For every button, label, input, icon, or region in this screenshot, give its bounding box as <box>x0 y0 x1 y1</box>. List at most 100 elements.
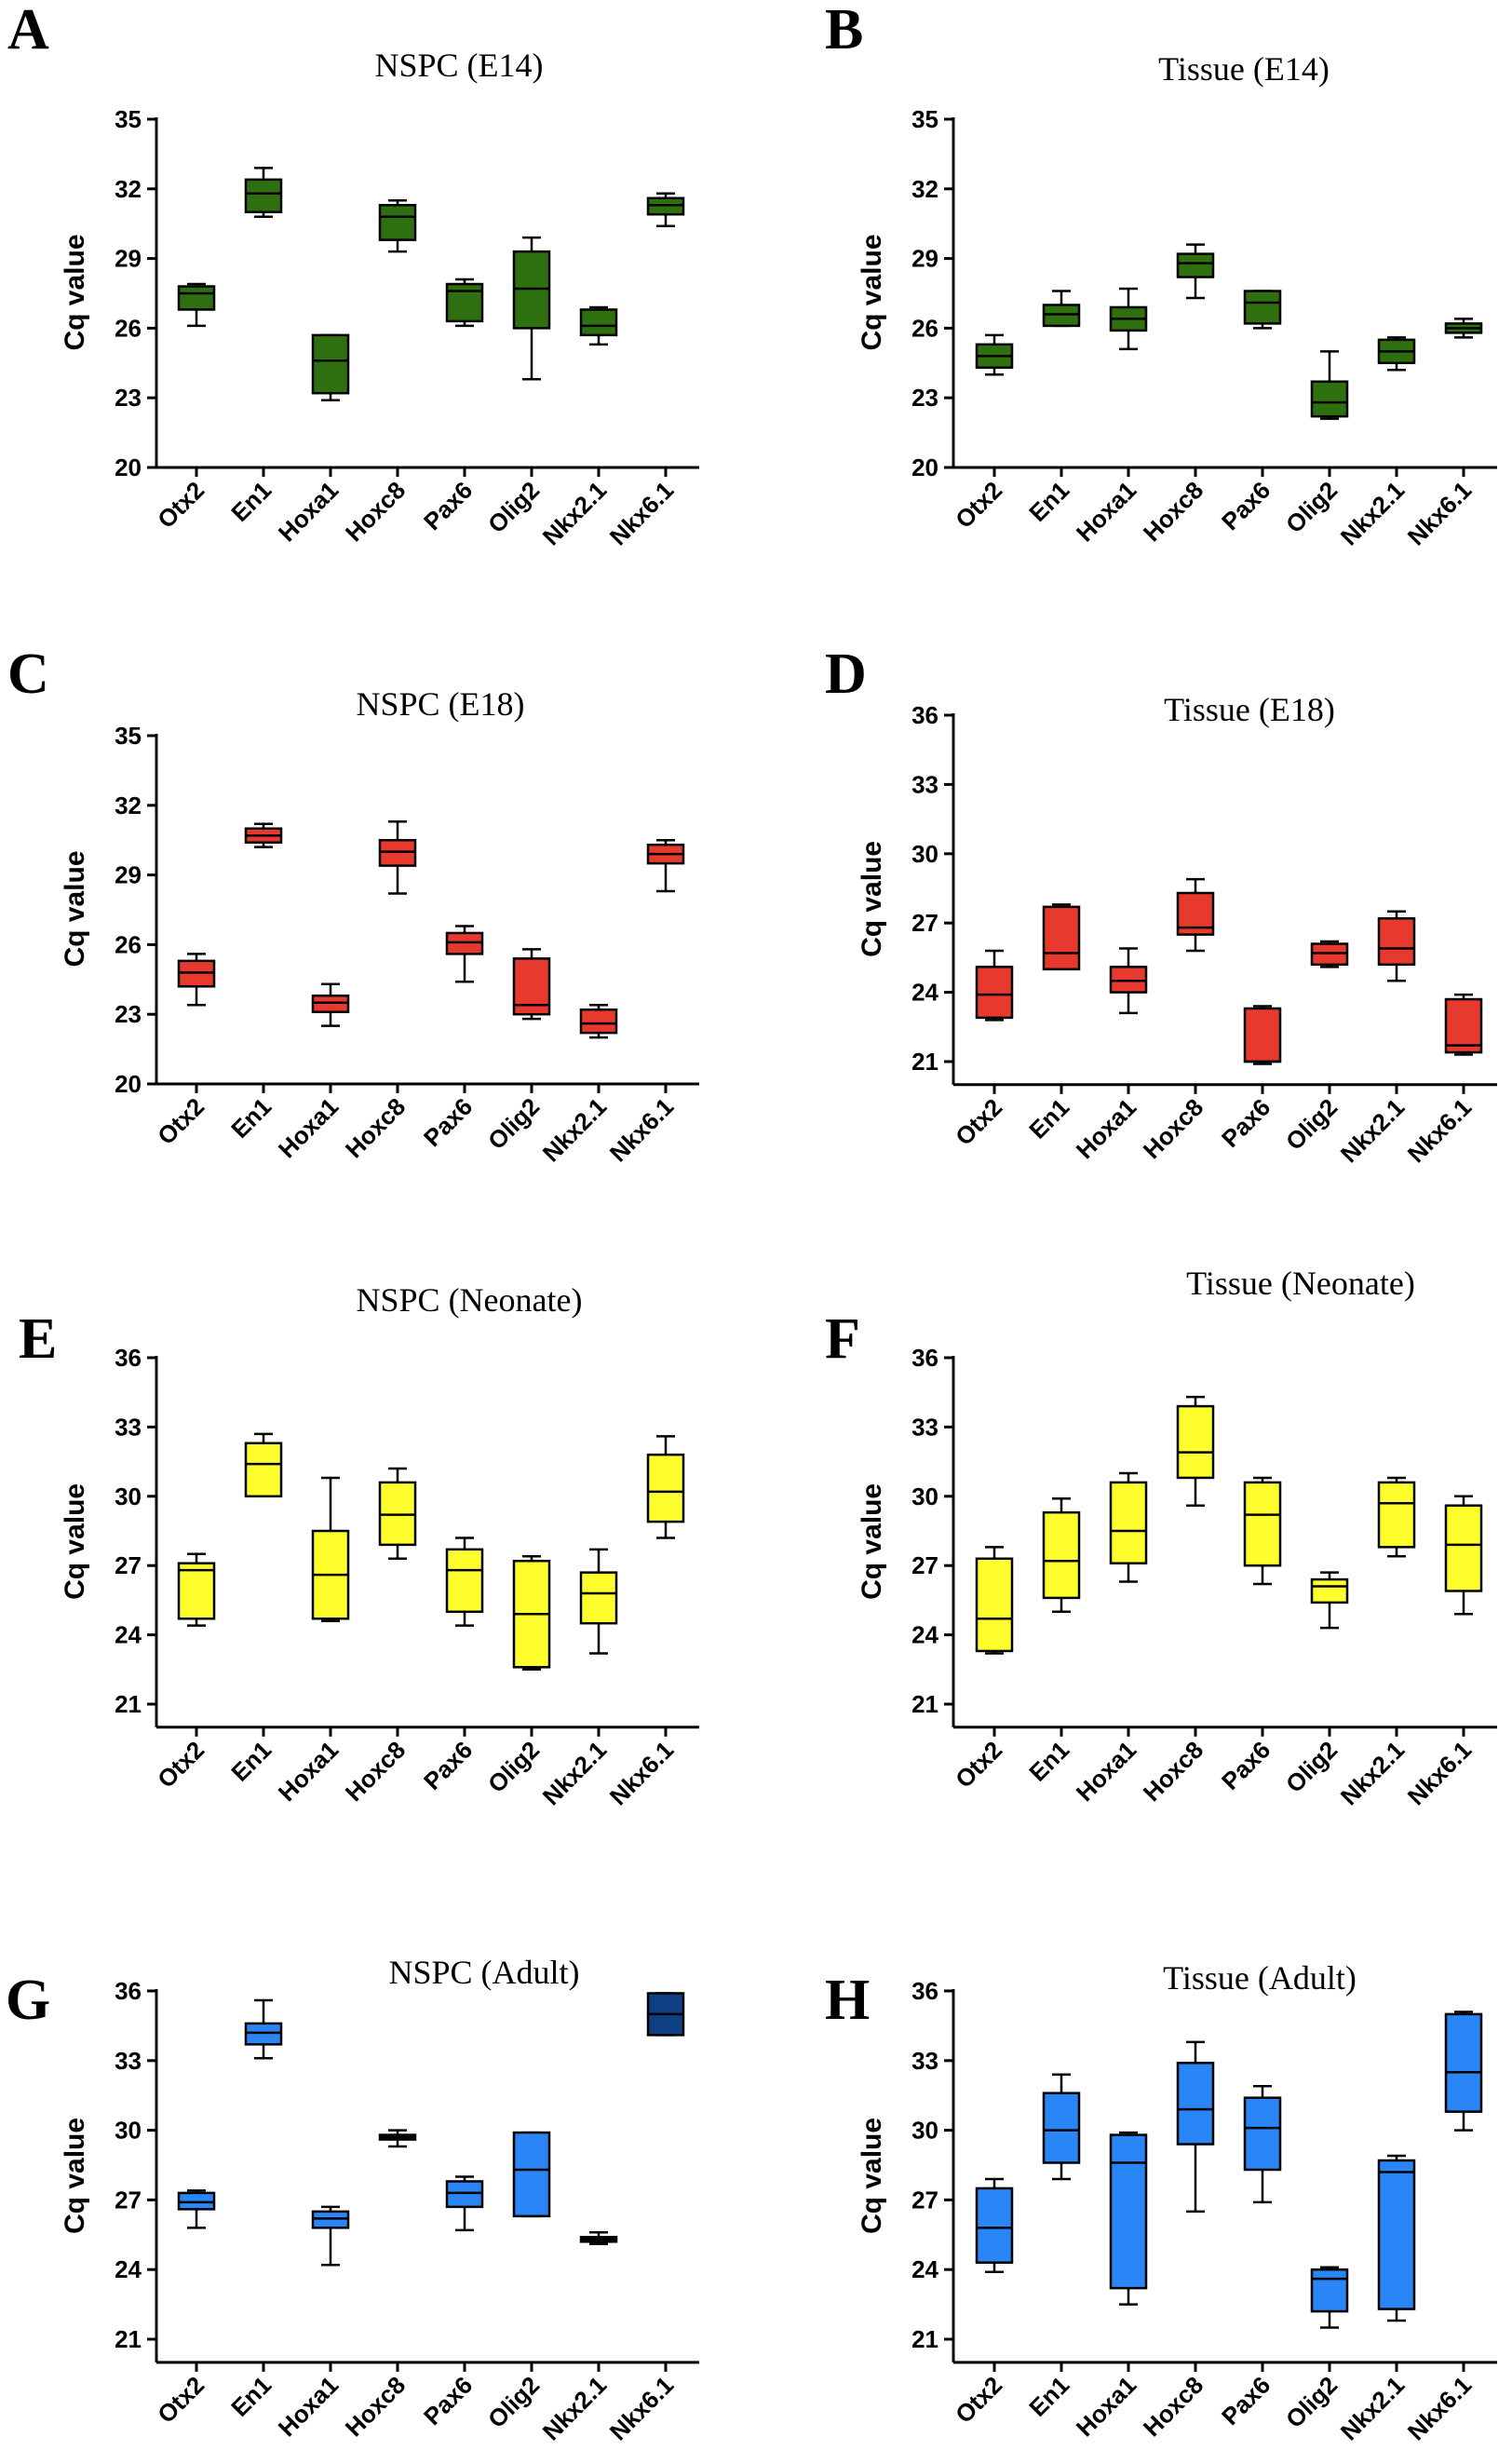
x-tick-label: En1 <box>225 1736 277 1787</box>
y-axis-label: Cq value <box>60 850 90 967</box>
box-iqr <box>1243 1007 1282 1063</box>
y-tick-label: 36 <box>911 1977 938 2005</box>
y-tick-label: 24 <box>911 1621 938 1649</box>
x-tick-label: Pax6 <box>418 1736 478 1795</box>
panel-letter: E <box>19 1307 57 1371</box>
y-tick-label: 23 <box>911 384 938 412</box>
box-otx2 <box>975 333 1014 376</box>
x-tick-label: Olig2 <box>482 1092 545 1155</box>
box-olig2 <box>1310 2266 1349 2329</box>
panel-letter: D <box>825 643 867 706</box>
box-pax6 <box>1243 2084 1282 2204</box>
x-tick-label: Hoxc8 <box>1138 476 1208 547</box>
box-iqr <box>512 2131 551 2218</box>
panel-letter: A <box>7 0 49 61</box>
x-tick-label: Otx2 <box>950 1736 1007 1794</box>
y-tick-label: 36 <box>115 1977 142 2005</box>
box-hoxa1 <box>311 333 350 401</box>
x-tick-label: Pax6 <box>1216 1093 1276 1153</box>
x-tick-label: En1 <box>1023 476 1074 527</box>
y-axis-label: Cq value <box>60 1483 90 1600</box>
box-iqr <box>1042 1510 1081 1600</box>
box-iqr <box>378 204 417 241</box>
box-otx2 <box>975 2177 1014 2273</box>
box-iqr <box>311 333 350 395</box>
y-tick-label: 24 <box>115 2255 142 2283</box>
y-tick-label: 32 <box>115 175 142 203</box>
box-otx2 <box>177 953 216 1007</box>
x-tick-label: En1 <box>1023 1736 1074 1787</box>
x-tick-label: Olig2 <box>482 1736 545 1798</box>
x-tick-label: Nkx2.1 <box>1335 1736 1410 1810</box>
y-tick-label: 32 <box>115 792 142 819</box>
x-tick-label: Pax6 <box>1216 1736 1276 1795</box>
box-iqr <box>1310 1577 1349 1604</box>
box-nkx2-1 <box>579 1548 618 1655</box>
box-otx2 <box>177 1552 216 1627</box>
y-axis-label: Cq value <box>60 2118 90 2234</box>
box-iqr <box>1109 1481 1148 1564</box>
box-iqr <box>445 1548 484 1614</box>
box-pax6 <box>1243 1476 1282 1586</box>
box-hoxc8 <box>378 199 417 253</box>
x-tick-label: Pax6 <box>1216 2371 1276 2430</box>
box-en1 <box>244 167 283 218</box>
box-en1 <box>1042 2073 1081 2181</box>
x-tick-label: Hoxc8 <box>340 1092 411 1163</box>
y-tick-label: 29 <box>911 245 938 273</box>
box-iqr <box>1444 2012 1483 2113</box>
y-tick-label: 27 <box>911 2186 938 2214</box>
x-tick-label: Olig2 <box>482 2371 545 2433</box>
y-axis-label: Cq value <box>857 234 887 350</box>
x-tick-label: Hoxc8 <box>1138 2371 1208 2442</box>
box-iqr <box>1042 905 1081 971</box>
box-en1 <box>1042 1497 1081 1614</box>
x-tick-label: Nkx2.1 <box>537 1736 612 1810</box>
box-en1 <box>1042 290 1081 328</box>
box-iqr <box>646 1453 685 1523</box>
y-tick-label: 21 <box>115 2325 142 2353</box>
box-olig2 <box>1310 940 1349 968</box>
box-pax6 <box>445 2175 484 2232</box>
box-pax6 <box>1243 290 1282 330</box>
y-tick-label: 21 <box>911 2325 938 2353</box>
y-tick-label: 33 <box>115 2047 142 2075</box>
box-iqr <box>445 282 484 323</box>
box-pax6 <box>445 1537 484 1627</box>
box-nkx2-1 <box>579 305 618 346</box>
x-tick-label: En1 <box>225 476 277 527</box>
box-iqr <box>244 178 283 213</box>
panel-title: Tissue (Adult) <box>1163 1959 1357 1997</box>
box-nkx6-1 <box>646 192 685 227</box>
box-iqr <box>1109 2133 1148 2290</box>
x-tick-label: Nkx6.1 <box>604 476 679 550</box>
box-hoxc8 <box>1176 2040 1215 2214</box>
box-nkx2-1 <box>579 1003 618 1039</box>
x-tick-label: Hoxc8 <box>1138 1093 1208 1164</box>
x-tick-label: Nkx6.1 <box>1402 1093 1477 1168</box>
panel-title: Tissue (Neonate) <box>1186 1265 1415 1302</box>
box-iqr <box>975 2186 1014 2264</box>
box-pax6 <box>1243 1005 1282 1065</box>
panel-title: Tissue (E14) <box>1158 50 1330 88</box>
x-tick-label: Otx2 <box>950 476 1007 534</box>
box-nkx2-1 <box>1377 2154 1416 2322</box>
box-nkx6-1 <box>1444 1495 1483 1616</box>
x-tick-label: Otx2 <box>152 476 209 534</box>
box-hoxc8 <box>1176 877 1215 953</box>
x-tick-label: En1 <box>225 1092 277 1144</box>
y-tick-label: 30 <box>911 1482 938 1510</box>
y-tick-label: 35 <box>115 722 142 750</box>
y-tick-label: 35 <box>911 105 938 133</box>
x-tick-label: Hoxa1 <box>273 476 344 547</box>
y-tick-label: 30 <box>115 2117 142 2145</box>
box-iqr <box>579 1571 618 1625</box>
y-tick-label: 29 <box>115 245 142 273</box>
box-nkx2-1 <box>1377 910 1416 982</box>
box-olig2 <box>1310 1571 1349 1630</box>
panel-f: F Tissue (Neonate) 21 24 27 30 33 36 Cq value Otx… <box>825 1265 1497 1810</box>
x-tick-label: Otx2 <box>950 1093 1007 1151</box>
y-axis-label: Cq value <box>60 234 90 350</box>
x-tick-label: Nkx6.1 <box>1402 476 1477 550</box>
